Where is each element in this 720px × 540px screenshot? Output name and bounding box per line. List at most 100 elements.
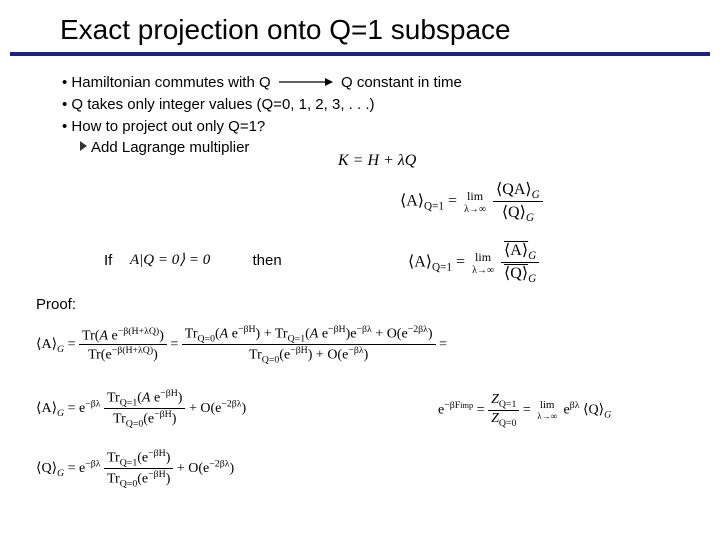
eq1-den: ⟨Q⟩G bbox=[493, 202, 543, 224]
eq5-fd: ZQ=0 bbox=[488, 411, 519, 429]
eq5-fn: ZQ=1 bbox=[488, 392, 519, 411]
slide-title: Exact projection onto Q=1 subspace bbox=[0, 0, 720, 52]
eq3-e3: −βH bbox=[238, 324, 256, 335]
eq3-lhs-s: G bbox=[57, 344, 64, 355]
eq2-den: ⟨Q⟩G bbox=[501, 263, 539, 285]
eq3-trail: = bbox=[439, 337, 447, 352]
eq5-eq1: = bbox=[477, 403, 488, 418]
eq5-e2: βλ bbox=[570, 400, 580, 411]
eq3-tr5: Tr bbox=[249, 348, 262, 363]
eq1-num: ⟨QA⟩G bbox=[493, 179, 543, 202]
eq6-lhs: ⟨Q⟩ bbox=[36, 461, 57, 476]
eq3-f1n: Tr(A e−β(H+λQ)) bbox=[79, 326, 167, 346]
eq4-e1: −βλ bbox=[85, 399, 100, 410]
eq6-e3: −βH bbox=[148, 469, 166, 480]
eq3-q0b: Q=0 bbox=[262, 355, 280, 366]
eq2-num-s: G bbox=[528, 250, 536, 262]
eq3-e2: −β(H+λQ) bbox=[112, 345, 153, 356]
eq6-o2: −2βλ bbox=[209, 459, 229, 470]
eq3-f2n: TrQ=0(A e−βH) + TrQ=1(A e−βH)e−βλ + O(e−… bbox=[182, 324, 436, 345]
eq1-lhs: ⟨A⟩ bbox=[400, 192, 424, 209]
implies-arrow-icon bbox=[279, 72, 333, 94]
eq3-a2: A bbox=[220, 327, 229, 342]
eq6-e1: −βλ bbox=[85, 459, 100, 470]
eq4-o3: ) bbox=[242, 401, 247, 416]
cond-eq-text: A|Q = 0⟩ = 0 bbox=[130, 252, 210, 268]
eq4-eq: = e bbox=[68, 401, 86, 416]
eq5-z1: Z bbox=[491, 392, 499, 407]
bullet-2: • Q takes only integer values (Q=0, 1, 2… bbox=[62, 94, 720, 116]
lagrange-equation: K = H + λQ bbox=[338, 152, 416, 170]
eq4-e2: −βH bbox=[160, 388, 178, 399]
eq3-tr1: Tr bbox=[82, 328, 95, 343]
eq2-den-t: ⟨Q⟩ bbox=[504, 265, 528, 282]
eq5-lim: lim bbox=[534, 399, 560, 411]
eq5-qg: ⟨Q⟩ bbox=[583, 403, 604, 418]
eq5-e1s: imp bbox=[460, 401, 473, 410]
eq4-o2: −2βλ bbox=[221, 399, 241, 410]
if-label: If bbox=[104, 252, 112, 269]
eq5-z2: Z bbox=[491, 411, 499, 426]
eq3-tr2: Tr bbox=[88, 348, 101, 363]
eq4-tr1: Tr bbox=[107, 391, 120, 406]
bullet-1: • Hamiltonian commutes with Q Q constant… bbox=[62, 72, 720, 94]
eq4-fn: TrQ=1(A e−βH) bbox=[104, 388, 185, 409]
eq2-num-t: ⟨A⟩ bbox=[504, 242, 528, 259]
eq3-f2d: TrQ=0(e−βH) + O(e−βλ) bbox=[182, 345, 436, 365]
eq6-fd: TrQ=0(e−βH) bbox=[104, 469, 173, 489]
eq6-frac: TrQ=1(e−βH) TrQ=0(e−βH) bbox=[104, 448, 173, 490]
bullet-3-text: How to project out only Q=1? bbox=[71, 118, 265, 135]
bullet-1b-text: Q constant in time bbox=[341, 74, 462, 91]
eq3-q0a: Q=0 bbox=[198, 333, 216, 344]
eq1-num-t: ⟨QA⟩ bbox=[496, 181, 532, 198]
eq1-sub: Q=1 bbox=[424, 201, 444, 213]
eq3-f1d: Tr(e−β(H+λQ)) bbox=[79, 345, 167, 364]
eq2-frac: ⟨A⟩G ⟨Q⟩G bbox=[501, 240, 539, 285]
eq5-lims: λ→∞ bbox=[534, 411, 560, 421]
eq5-exp: −βFimp bbox=[444, 400, 473, 411]
eq4-fd: TrQ=0(e−βH) bbox=[104, 409, 185, 429]
eq5-limit: lim λ→∞ bbox=[534, 399, 560, 421]
eq5-eq2: = bbox=[523, 403, 534, 418]
eq4-q1: Q=1 bbox=[120, 397, 138, 408]
eq3-eq1: = bbox=[68, 337, 79, 352]
eq3-tr4: Tr bbox=[275, 327, 288, 342]
eq6-fn: TrQ=1(e−βH) bbox=[104, 448, 173, 469]
eq1-frac: ⟨QA⟩G ⟨Q⟩G bbox=[493, 179, 543, 224]
eq4-o1: + O(e bbox=[189, 401, 221, 416]
proof-label: Proof: bbox=[36, 296, 76, 313]
eq3-e8: −βλ bbox=[348, 345, 363, 356]
eq2-sub: Q=1 bbox=[432, 262, 452, 274]
eq3-e6: −2βλ bbox=[408, 324, 428, 335]
eq4-a: A bbox=[142, 391, 151, 406]
eq2-lhs: ⟨A⟩ bbox=[408, 253, 432, 270]
eq2-num: ⟨A⟩G bbox=[501, 240, 539, 263]
eq6-lhs-s: G bbox=[57, 468, 64, 479]
eq6-tr1: Tr bbox=[107, 451, 120, 466]
eq1-limit: lim λ→∞ bbox=[461, 189, 489, 215]
eq3-a3: A bbox=[310, 327, 319, 342]
eq5-frac: ZQ=1 ZQ=0 bbox=[488, 392, 519, 429]
eq3-e5: −βλ bbox=[357, 324, 372, 335]
proof-equation-2: ⟨A⟩G = e−βλ TrQ=1(A e−βH) TrQ=0(e−βH) + … bbox=[36, 388, 246, 430]
eq1-lim: lim bbox=[461, 189, 489, 204]
proof-equation-4: ⟨Q⟩G = e−βλ TrQ=1(e−βH) TrQ=0(e−βH) + O(… bbox=[36, 448, 234, 490]
bullet-3-sub-text: Add Lagrange multiplier bbox=[91, 139, 249, 156]
eq3-tr3: Tr bbox=[185, 327, 198, 342]
eq2-limit: lim λ→∞ bbox=[469, 250, 497, 276]
eq5-qgs: G bbox=[604, 409, 611, 420]
eq6-o1: + O(e bbox=[177, 461, 209, 476]
eq3-a1: A bbox=[99, 328, 108, 343]
eq2-lim: lim bbox=[469, 250, 497, 265]
then-label: then bbox=[253, 252, 282, 269]
eq3-q1a: Q=1 bbox=[288, 333, 306, 344]
eq1-num-s: G bbox=[532, 189, 540, 201]
eq1-limsub: λ→∞ bbox=[461, 204, 489, 215]
eq4-lhs-s: G bbox=[57, 408, 64, 419]
eq2-equals: = bbox=[456, 253, 469, 270]
eq6-eq: = e bbox=[68, 461, 86, 476]
eq6-q0: Q=0 bbox=[120, 479, 138, 490]
eq3-e4: −βH bbox=[328, 324, 346, 335]
eq2-den-s: G bbox=[528, 273, 536, 285]
eq5-e1: −βF bbox=[444, 400, 460, 411]
